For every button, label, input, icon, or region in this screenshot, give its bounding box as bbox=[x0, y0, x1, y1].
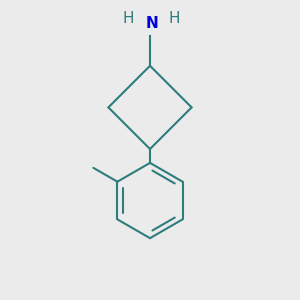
Text: H: H bbox=[122, 11, 134, 26]
Text: H: H bbox=[168, 11, 179, 26]
Text: N: N bbox=[146, 16, 158, 31]
